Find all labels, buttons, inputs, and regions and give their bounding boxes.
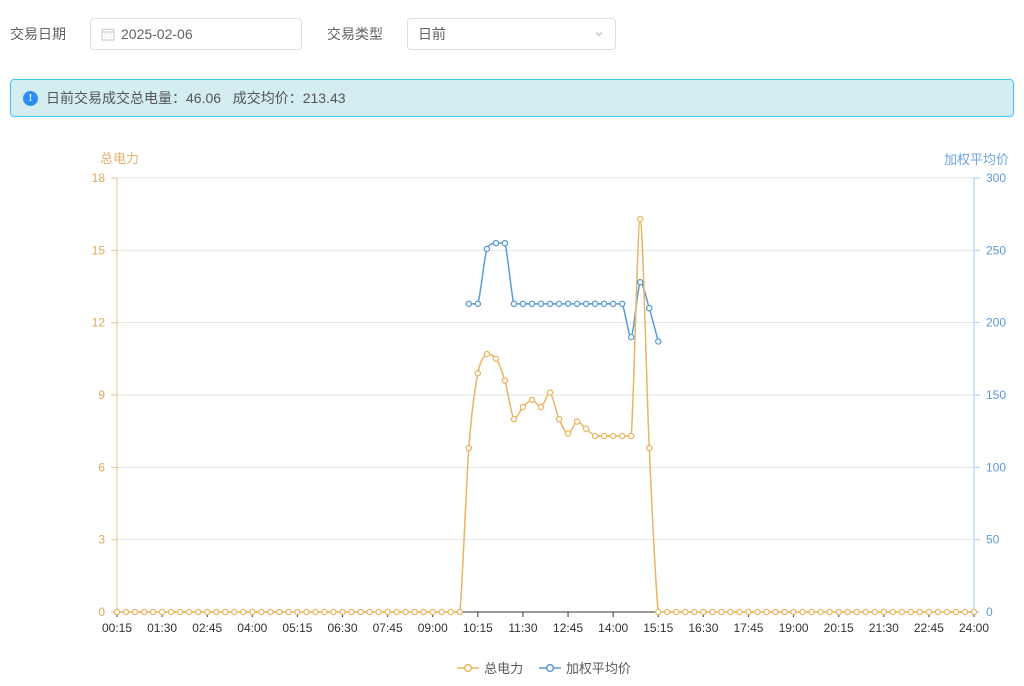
svg-text:07:45: 07:45 [373, 621, 403, 635]
svg-text:11:30: 11:30 [508, 621, 537, 635]
svg-text:14:00: 14:00 [598, 621, 628, 635]
svg-text:09:00: 09:00 [418, 621, 448, 635]
svg-text:250: 250 [986, 243, 1006, 257]
svg-text:17:45: 17:45 [733, 621, 763, 635]
svg-text:6: 6 [98, 460, 105, 474]
svg-text:0: 0 [98, 605, 105, 619]
svg-text:200: 200 [986, 316, 1006, 330]
svg-text:24:00: 24:00 [959, 621, 989, 635]
svg-text:02:45: 02:45 [192, 621, 222, 635]
svg-text:00:15: 00:15 [102, 621, 132, 635]
svg-text:04:00: 04:00 [237, 621, 267, 635]
svg-text:150: 150 [986, 388, 1006, 402]
svg-text:21:30: 21:30 [869, 621, 899, 635]
svg-text:12:45: 12:45 [553, 621, 583, 635]
svg-text:06:30: 06:30 [328, 621, 358, 635]
svg-text:300: 300 [986, 171, 1006, 185]
svg-text:18: 18 [92, 171, 106, 185]
svg-text:16:30: 16:30 [688, 621, 718, 635]
svg-text:100: 100 [986, 460, 1006, 474]
svg-text:12: 12 [92, 316, 106, 330]
svg-text:9: 9 [98, 388, 105, 402]
svg-text:19:00: 19:00 [779, 621, 809, 635]
svg-text:15: 15 [92, 243, 106, 257]
svg-text:15:15: 15:15 [643, 621, 673, 635]
svg-text:22:45: 22:45 [914, 621, 944, 635]
svg-text:0: 0 [986, 605, 993, 619]
svg-text:20:15: 20:15 [824, 621, 854, 635]
svg-text:10:15: 10:15 [463, 621, 493, 635]
svg-text:01:30: 01:30 [147, 621, 177, 635]
svg-text:50: 50 [986, 533, 1000, 547]
svg-text:05:15: 05:15 [282, 621, 312, 635]
svg-text:3: 3 [98, 533, 105, 547]
